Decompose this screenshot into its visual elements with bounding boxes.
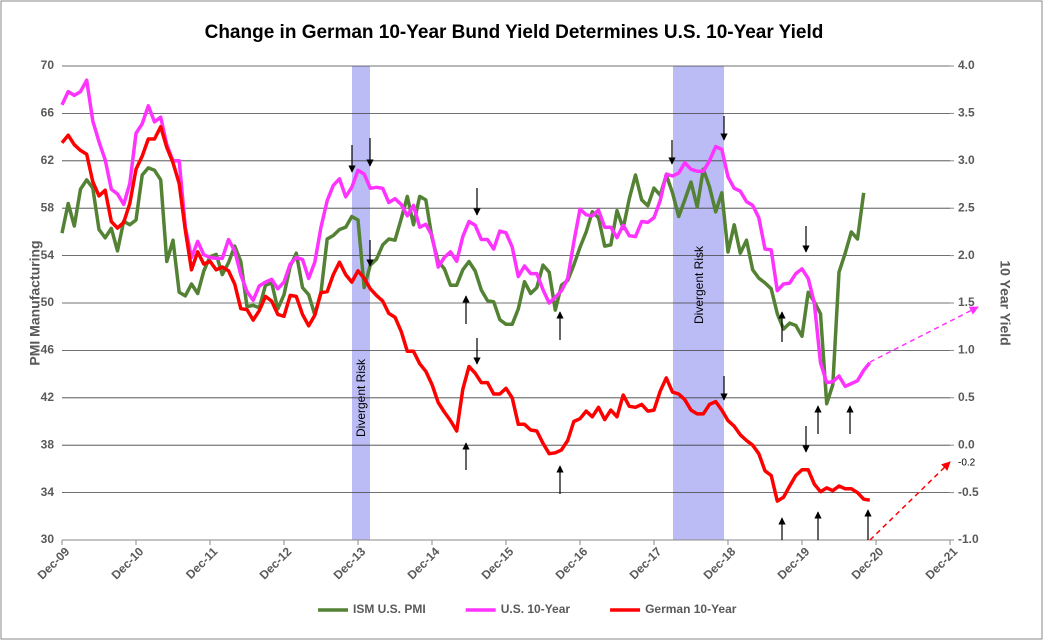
- annotation: Divergent Risk: [692, 245, 706, 324]
- y2-tick-label: 3.5: [958, 106, 975, 120]
- series-line: [60, 166, 866, 406]
- y-tick-label: 38: [41, 437, 55, 451]
- y-tick-label: 42: [41, 390, 55, 404]
- y2-tick-label: 0.5: [958, 390, 975, 404]
- forecast-arrow: [869, 306, 979, 363]
- y-tick-label: 46: [41, 343, 55, 357]
- series-line: [60, 78, 872, 389]
- y-tick-label: 58: [41, 200, 55, 214]
- y-tick-label: 62: [41, 153, 55, 167]
- y-tick-label: 66: [41, 106, 55, 120]
- y2-tick-label: 2.0: [958, 248, 975, 262]
- y-tick-label: 30: [41, 532, 55, 546]
- y-tick-label: 50: [41, 295, 55, 309]
- series-line: [60, 124, 871, 503]
- legend-label: ISM U.S. PMI: [353, 602, 426, 616]
- legend-label: U.S. 10-Year: [501, 602, 571, 616]
- y2-tick-label: 4.0: [958, 58, 975, 72]
- y2-tick-label: -0.5: [958, 485, 979, 499]
- y2-axis-title: 10 Year Yield: [997, 260, 1013, 345]
- y2-tick-label: 3.0: [958, 153, 975, 167]
- forecast-arrow: [869, 461, 951, 541]
- y-tick-label: 34: [41, 485, 55, 499]
- annotation: -0.2: [958, 458, 976, 469]
- y2-tick-label: -1.0: [958, 532, 979, 546]
- y2-tick-label: 1.0: [958, 343, 975, 357]
- y2-tick-label: 1.5: [958, 295, 975, 309]
- y-tick-label: 54: [41, 248, 55, 262]
- y2-tick-label: 2.5: [958, 200, 975, 214]
- y-axis-title: PMI Manufacturing: [27, 240, 43, 365]
- chart-title: Change in German 10-Year Bund Yield Dete…: [205, 22, 824, 43]
- legend-label: German 10-Year: [645, 602, 737, 616]
- arrows: [348, 116, 872, 540]
- y2-tick-label: 0.0: [958, 437, 975, 451]
- y-tick-label: 70: [41, 58, 55, 72]
